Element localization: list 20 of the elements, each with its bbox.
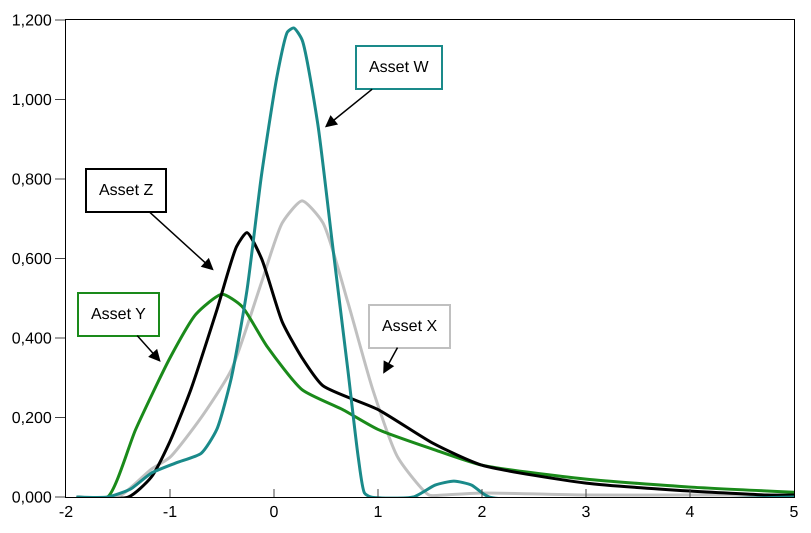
y-tick-label: 0,600	[12, 251, 52, 268]
y-tick-label: 0,000	[12, 490, 52, 507]
x-tick-label: 1	[374, 504, 383, 522]
x-tick-label: 3	[582, 504, 591, 522]
x-tick-label: -1	[162, 504, 178, 522]
y-tick-label: 1,200	[12, 12, 52, 30]
text: Asset Y	[91, 306, 146, 323]
text: Asset Z	[99, 182, 154, 199]
y-tick-label: 0,200	[12, 410, 52, 428]
y-tick-label: 1,000	[12, 92, 52, 110]
x-tick-label: 4	[686, 504, 695, 522]
y-tick-label: 0,400	[12, 330, 52, 348]
x-tick-label: 5	[790, 504, 799, 522]
x-tick-label: -2	[58, 504, 74, 522]
text: Asset W	[369, 59, 430, 76]
x-tick-label: 2	[478, 504, 487, 522]
x-tick-label: 0	[270, 504, 279, 522]
series-label: Asset X	[382, 318, 438, 335]
y-tick-label: 0,800	[12, 172, 52, 189]
line-series	[74, 26, 794, 497]
